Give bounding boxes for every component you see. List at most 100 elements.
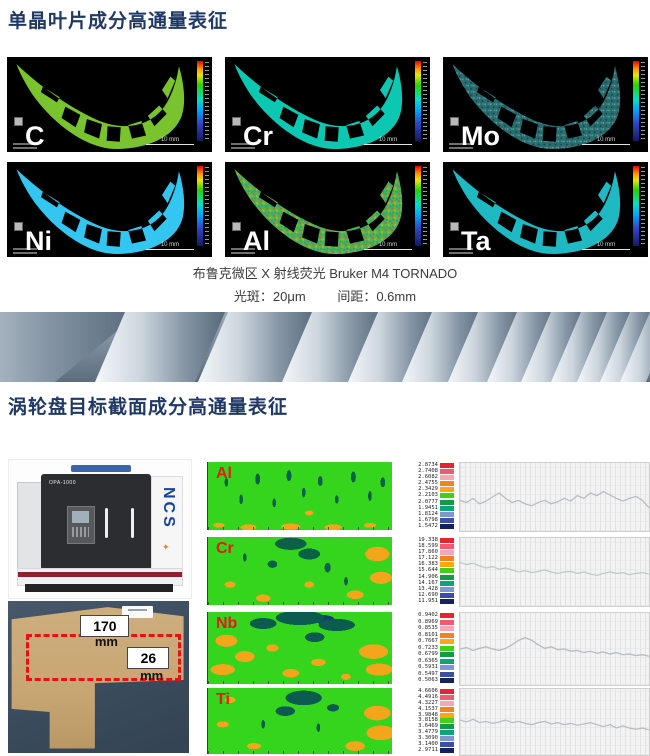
colorbar-entry: 1.8124 [398,511,454,517]
colorbar-ticks [423,167,427,245]
element-row-cr: Cr 19.338 18.599 17.860 17.122 16.383 15.644 1… [207,537,650,607]
colorbar-entry: 19.338 [398,537,454,543]
colorbar-entry: 16.383 [398,562,454,568]
colorbar-ticks [641,62,645,140]
element-label: Ti [216,691,230,708]
colorbar-entry: 3.4779 [398,729,454,736]
ncs-logo-spark-icon: ✦ [162,542,170,552]
line-profile-chart [459,537,650,607]
composition-map: Ti [207,688,392,754]
colorbar-entry: 0.5063 [398,677,454,683]
machine-model-label: OPA-1000 [49,480,76,486]
metadata-text [231,246,255,254]
machine-plinth [25,584,173,592]
colorbar-entry: 4.1537 [398,706,454,712]
colorbar-entry: 0.6365 [398,658,454,664]
length-dimension-unit: mm [94,634,118,650]
colorbar-entry: 0.8535 [398,625,454,631]
machine-control-panel [67,506,95,544]
metadata-text [449,141,473,149]
blade-map-panel-al: Al 10 mm [225,162,430,257]
machine-right-column: NCS ✦ [151,476,183,576]
colorbar-entry: 0.7233 [398,645,454,651]
metadata-text [13,141,37,149]
colorbar-entry: 14.167 [398,580,454,586]
metadata-text [13,246,37,254]
colorbar-ticks [205,167,209,245]
line-profile-chart [459,688,650,756]
scale-bar-label: 10 mm [160,137,180,143]
door-handle [131,508,134,538]
colorbar-entry: 17.860 [398,549,454,556]
colorbar-entry: 3.3090 [398,735,454,742]
colorbar-entry: 2.0777 [398,499,454,505]
spot-size: 光斑：20μm [233,289,306,304]
scale-bar-label: 10 mm [596,137,616,143]
scale-bar: 10 mm [582,137,630,145]
sample-photo: 170 mm 26 mm [8,601,189,753]
colorbar-entry: 2.3429 [398,487,454,493]
rainbow-colorbar [415,166,421,246]
machine-buttons [72,527,89,537]
colorbar-entry: 3.6469 [398,724,454,730]
scale-bar: 10 mm [146,242,194,250]
element-label: Al [216,465,232,482]
instrument-caption: 布鲁克微区 X 射线荧光 Bruker M4 TORNADO [192,266,458,281]
colorbar-entry: 2.2103 [398,493,454,499]
length-dimension-box: 170 [80,614,130,637]
scale-bar-label: 10 mm [160,242,180,248]
rainbow-colorbar [633,166,639,246]
legend-square-icon [232,117,241,126]
element-label: Mo [461,121,500,151]
metadata-text [231,141,255,149]
colorbar-entry: 2.7408 [398,468,454,475]
colorbar-entry: 3.9848 [398,712,454,718]
colorbar-entry: 0.8969 [398,619,454,625]
element-label: Nb [216,615,238,632]
colorbar-entry: 12.690 [398,592,454,598]
blade-map-panel-ta: Ta 10 mm [443,162,648,257]
metadata-text [449,246,473,254]
colorbar-entry: 3.8158 [398,718,454,724]
element-label: Cr [216,540,234,557]
ncs-instrument-photo: OPA-1000 NCS ✦ [8,459,192,599]
colorbar-entry: 1.6798 [398,517,454,523]
rainbow-colorbar [197,166,203,246]
colorbar-entry: 0.5497 [398,671,454,677]
colorbar-ticks [641,167,645,245]
colorbar-entry: 2.8734 [398,462,454,468]
colorbar-ticks [205,62,209,140]
scale-bar-label: 10 mm [378,242,398,248]
colorbar-scale: 4.6606 4.4916 4.3227 4.1537 3.9848 3.8158 3.64… [398,688,454,753]
blade-map-panel-cr: Cr 10 mm [225,57,430,152]
line-profile-chart [459,462,650,532]
legend-square-icon [450,222,459,231]
element-label: Cr [243,121,274,151]
scale-bar-label: 10 mm [596,242,616,248]
section2-title: 涡轮盘目标截面成分高通量表征 [8,397,289,418]
colorbar-entry: 4.3227 [398,700,454,706]
door-handle [105,508,108,538]
colorbar-entry: 1.5472 [398,523,454,529]
composition-map: Al [207,462,392,530]
colorbar-entry: 11.951 [398,598,454,604]
legend-square-icon [14,117,23,126]
element-row-ti: Ti 4.6606 4.4916 4.3227 4.1537 3.9848 3.8158 3… [207,688,650,756]
colorbar-entry: 2.6082 [398,474,454,481]
scale-bar: 10 mm [582,242,630,250]
colorbar-scale: 0.9402 0.8969 0.8535 0.8101 0.7667 0.7233 0.67… [398,612,454,683]
blade-map-panel-c: C 10 mm [7,57,212,152]
scale-bar: 10 mm [364,242,412,250]
colorbar-entry: 17.122 [398,556,454,562]
colorbar-entry: 2.9711 [398,747,454,753]
colorbar-entry: 14.906 [398,574,454,580]
photo-scale-tag [122,605,153,618]
rainbow-colorbar [415,61,421,141]
pitch: 间距：0.6mm [337,289,417,304]
machine-screen [72,511,89,523]
colorbar-entry: 0.7667 [398,638,454,644]
composition-map: Nb [207,612,392,684]
composition-map: Cr [207,537,392,605]
turbine-blades-banner-image [0,312,650,382]
element-label: Ni [25,226,52,256]
